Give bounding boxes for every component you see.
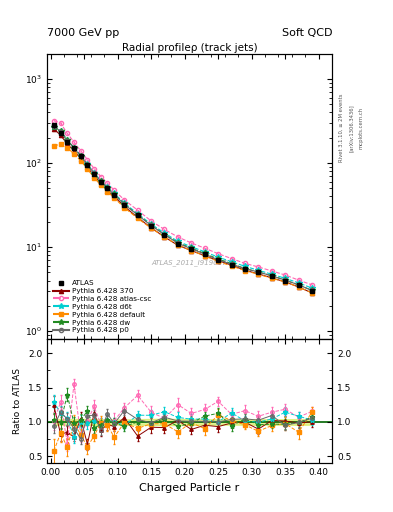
- Legend: ATLAS, Pythia 6.428 370, Pythia 6.428 atlas-csc, Pythia 6.428 d6t, Pythia 6.428 : ATLAS, Pythia 6.428 370, Pythia 6.428 at…: [51, 278, 153, 336]
- Text: Rivet 3.1.10, ≥ 2M events: Rivet 3.1.10, ≥ 2M events: [339, 94, 344, 162]
- Y-axis label: Ratio to ATLAS: Ratio to ATLAS: [13, 368, 22, 434]
- Text: Soft QCD: Soft QCD: [282, 28, 332, 38]
- Title: Radial profileρ (track jets): Radial profileρ (track jets): [122, 43, 257, 53]
- Text: 7000 GeV pp: 7000 GeV pp: [47, 28, 119, 38]
- X-axis label: Charged Particle r: Charged Particle r: [140, 483, 240, 493]
- Text: ATLAS_2011_I919017: ATLAS_2011_I919017: [152, 259, 228, 266]
- Text: mcplots.cern.ch: mcplots.cern.ch: [358, 107, 364, 149]
- Text: [arXiv:1306.3436]: [arXiv:1306.3436]: [349, 104, 354, 152]
